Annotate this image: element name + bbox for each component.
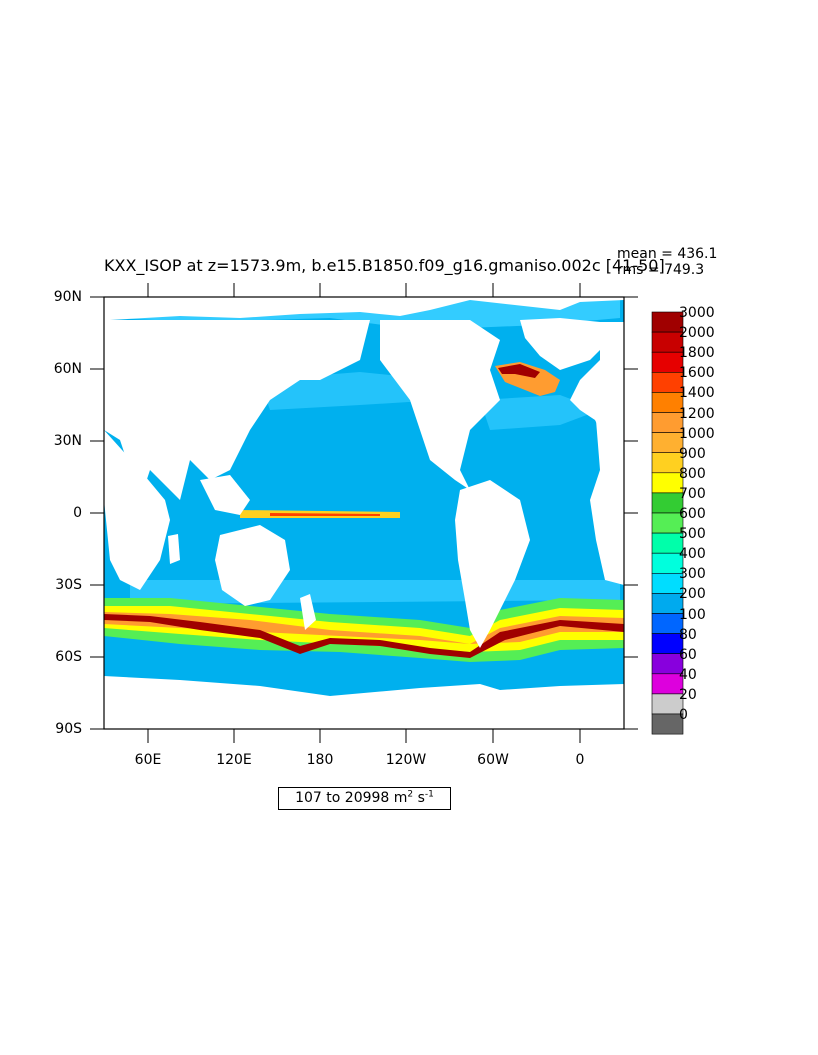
- colorbar-swatch: [651, 713, 684, 735]
- equatorial-band-red: [270, 513, 380, 516]
- range-mid: s: [413, 790, 425, 806]
- colorbar-label: 60: [679, 646, 697, 663]
- colorbar-label: 700: [679, 485, 706, 502]
- lon-label-0: 0: [575, 752, 585, 768]
- lat-label-90n: 90N: [53, 289, 82, 305]
- colorbar-label: 600: [679, 506, 706, 522]
- range-sup-1: 2: [407, 789, 414, 800]
- lon-label-120w: 120W: [385, 752, 427, 768]
- range-box: 107 to 20998 m2 s-1: [278, 787, 451, 810]
- lat-label-90s: 90S: [55, 721, 82, 737]
- colorbar-label: 200: [679, 586, 706, 603]
- lon-label-120e: 120E: [216, 752, 252, 768]
- colorbar-label: 1000: [679, 425, 715, 442]
- lat-label-0: 0: [73, 505, 82, 521]
- colorbar-label: 3000: [679, 305, 715, 321]
- colorbar-label: 100: [679, 606, 706, 623]
- southern-light-zone: [130, 580, 620, 604]
- colorbar-label: 20: [679, 686, 697, 703]
- north-pacific-light-zone: [260, 372, 440, 410]
- colorbar-label: 1200: [679, 405, 715, 422]
- lat-ticks: [90, 296, 638, 730]
- colorbar-label: 40: [679, 666, 697, 683]
- labrador-hotspot-core: [498, 364, 540, 378]
- range-sup-2: -1: [424, 789, 434, 800]
- colorbar-label: 1400: [679, 385, 715, 402]
- colorbar-label: 800: [679, 465, 706, 482]
- colorbar-label: 0: [679, 707, 688, 723]
- range-text: 107 to 20998 m: [295, 790, 408, 806]
- north-atlantic-light-zone: [480, 395, 600, 430]
- colorbar-label: 1800: [679, 345, 715, 362]
- lon-label-180: 180: [306, 752, 334, 768]
- mean-stat: mean = 436.1: [617, 246, 718, 262]
- lat-label-60n: 60N: [53, 361, 82, 377]
- colorbar-label: 300: [679, 566, 706, 583]
- rms-stat: rms = 749.3: [617, 262, 705, 278]
- lat-label-30n: 30N: [53, 433, 82, 449]
- colorbar-label: 1600: [679, 365, 715, 382]
- lat-label-30s: 30S: [55, 577, 82, 593]
- map-plot-area: [104, 297, 624, 729]
- lat-label-60s: 60S: [55, 649, 82, 665]
- colorbar-label: 80: [679, 626, 697, 643]
- colorbar-label: 2000: [679, 325, 715, 342]
- lon-label-60e: 60E: [134, 752, 162, 768]
- plot-title: KXX_ISOP at z=1573.9m, b.e15.B1850.f09_g…: [104, 256, 665, 275]
- land-masses: [104, 297, 624, 729]
- lon-ticks: [147, 283, 581, 743]
- colorbar-label: 500: [679, 526, 706, 543]
- southern-ocean-red-band: [104, 614, 624, 658]
- colorbar: [651, 311, 684, 735]
- colorbar-label: 900: [679, 445, 706, 462]
- lon-label-60w: 60W: [477, 752, 509, 768]
- colorbar-label: 400: [679, 546, 706, 563]
